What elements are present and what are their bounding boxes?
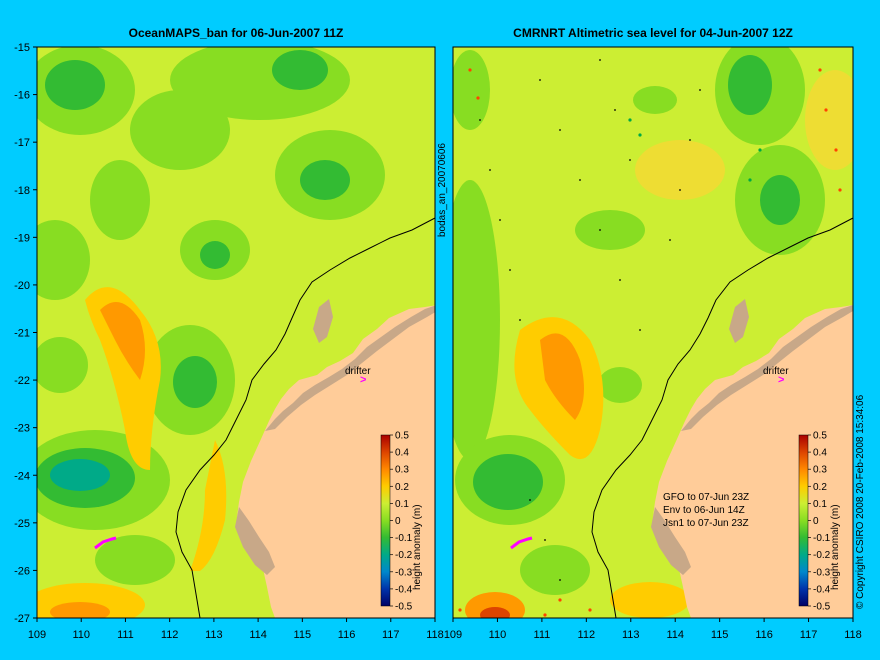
y-tick-label: -20 [14,280,30,292]
x-tick-label: 115 [711,629,729,641]
y-tick-label: -25 [14,518,30,530]
y-tick-label: -16 [14,90,30,102]
x-tick-label: 117 [382,629,400,641]
x-tick-label: 112 [578,629,596,641]
colorbar-tick-label: -0.5 [813,602,831,613]
colorbar-right: 0.5 0.4 0.3 0.2 0.1 0 -0.1 -0.2 -0.3 -0.4 -0.5 [798,431,831,613]
satellite-track-marks [458,68,842,617]
colorbar-left: 0.5 0.4 0.3 0.2 0.1 0 -0.1 -0.2 -0.3 -0.4 -0.5 [380,431,413,613]
x-tick-label: 109 [444,629,462,641]
y-tick-label: -17 [14,137,30,149]
colorbar-tick-label: 0 [813,516,819,527]
colorbar-tick-label: 0.3 [813,465,827,476]
right-panel-title: CMRNRT Altimetric sea level for 04-Jun-2… [513,26,793,40]
left-panel-title: OceanMAPS_ban for 06-Jun-2007 11Z [128,26,344,40]
colorbar-tick-label: -0.4 [813,584,831,595]
x-tick-label: 116 [755,629,773,641]
colorbar-tick-label: 0.3 [395,465,409,476]
x-tick-label: 113 [205,629,223,641]
colorbar-tick-label: -0.2 [813,550,831,561]
y-tick-label: -27 [14,613,30,625]
colorbar-tick-label: -0.3 [395,567,413,578]
colorbar-tick-label: -0.2 [395,550,413,561]
colorbar-tick-label: 0 [395,516,401,527]
x-tick-label: 110 [72,629,90,641]
x-tick-label: 113 [622,629,640,641]
x-tick-label: 109 [28,629,46,641]
colorbar-tick-label: 0.5 [813,431,827,442]
satellite-env: Env to 06-Jun 14Z [663,505,745,516]
colorbar-tick-label: -0.4 [395,584,413,595]
right-panel-frame [452,46,854,619]
x-tick-label: 114 [249,629,267,641]
x-tick-label: 111 [534,629,551,641]
colorbar-tick-label: 0.1 [395,499,409,510]
y-tick-label: -22 [14,375,30,387]
colorbar-tick-label: 0.1 [813,499,827,510]
colorbar-tick-label: -0.1 [395,533,413,544]
colorbar-tick-label: 0.2 [813,482,827,493]
colorbar-tick-label: 0.2 [395,482,409,493]
colorbar-tick-label: -0.5 [395,602,413,613]
x-tick-label: 111 [117,629,134,641]
satellite-gfo: GFO to 07-Jun 23Z [663,492,749,503]
x-tick-label: 117 [800,629,818,641]
left-map-panel: drifter > [37,47,435,618]
satellite-track-dots [479,59,701,581]
copyright-label: © Copyright CSIRO 2008 20-Feb-2008 15:34… [855,394,866,609]
colorbar-tick-label: 0.5 [395,431,409,442]
colorbar-tick-label: 0.4 [395,448,409,459]
x-tick-label: 115 [294,629,312,641]
y-tick-label: -21 [14,328,30,340]
y-tick-label: -26 [14,565,30,577]
y-tick-label: -24 [14,470,30,482]
y-axis-left: -15 -16 -17 -18 -19 -20 -21 -22 -23 -24 -25 -26 -27 [14,42,37,625]
y-tick-label: -15 [14,42,30,54]
x-tick-label: 118 [426,629,444,641]
x-axis-left: 109 110 111 112 113 114 115 116 117 118 [28,618,444,641]
x-tick-label: 110 [489,629,507,641]
colorbar-label-left: height anomaly (m) [412,504,423,590]
colorbar-tick-label: -0.1 [813,533,831,544]
satellite-jsn1: Jsn1 to 07-Jun 23Z [663,518,749,529]
drifter-icon-right: > [778,374,784,386]
y-tick-label: -23 [14,423,30,435]
drifter-label-left: drifter [345,366,371,377]
x-tick-label: 114 [666,629,684,641]
x-axis-right: 109 110 111 112 113 114 115 116 117 118 [444,618,862,641]
colorbar-label-right: height anomaly (m) [830,504,841,590]
colorbar-tick-label: 0.4 [813,448,827,459]
x-tick-label: 118 [844,629,862,641]
drifter-label-right: drifter [763,366,789,377]
x-tick-label: 112 [161,629,179,641]
x-tick-label: 116 [338,629,356,641]
y-tick-label: -18 [14,185,30,197]
y-tick-label: -19 [14,232,30,244]
right-map-panel: drifter > GFO to 07-Jun 23Z Env to 06-Ju… [453,47,853,618]
colorbar-tick-label: -0.3 [813,567,831,578]
drifter-icon-left: > [360,374,366,386]
run-label: bodas_an_20070606 [437,143,448,237]
